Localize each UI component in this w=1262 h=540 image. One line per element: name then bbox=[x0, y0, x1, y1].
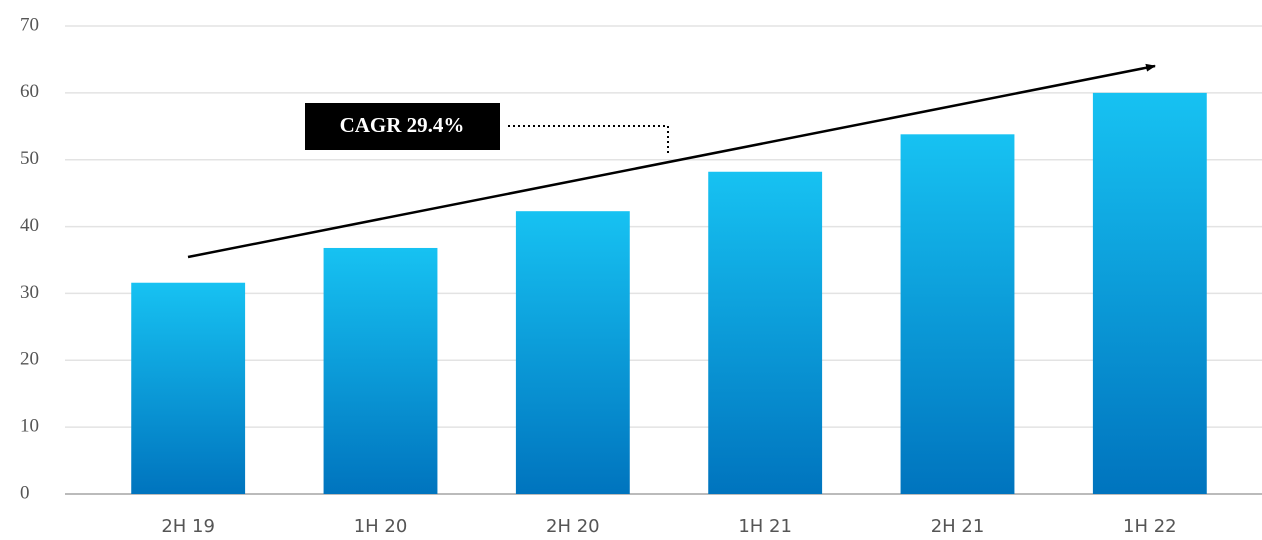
x-tick-label: 2H 19 bbox=[161, 516, 215, 537]
y-tick-label: 40 bbox=[20, 215, 39, 236]
x-tick-label: 2H 21 bbox=[931, 516, 985, 537]
bars bbox=[131, 92, 1207, 495]
y-tick-label: 10 bbox=[20, 416, 39, 437]
bar bbox=[1092, 92, 1207, 494]
annotation-leader bbox=[508, 125, 669, 156]
bar bbox=[131, 282, 246, 494]
bar bbox=[900, 134, 1015, 494]
y-tick-label: 70 bbox=[20, 14, 39, 35]
bar bbox=[708, 171, 823, 494]
x-tick-label: 1H 21 bbox=[738, 516, 792, 537]
x-tick-label: 1H 20 bbox=[354, 516, 408, 537]
bar bbox=[515, 211, 630, 495]
grid bbox=[65, 25, 1262, 495]
annotation: CAGR 29.4% bbox=[340, 113, 465, 137]
y-tick-label: 0 bbox=[20, 482, 30, 503]
trend-arrow bbox=[187, 63, 1156, 259]
annotation-box bbox=[305, 103, 500, 150]
x-tick-label: 1H 22 bbox=[1123, 516, 1177, 537]
y-tick-label: 60 bbox=[20, 81, 39, 102]
y-tick-label: 50 bbox=[20, 148, 39, 169]
y-tick-label: 30 bbox=[20, 282, 39, 303]
y-tick-label: 20 bbox=[20, 349, 39, 370]
bar bbox=[323, 247, 438, 494]
x-tick-label: 2H 20 bbox=[546, 516, 600, 537]
